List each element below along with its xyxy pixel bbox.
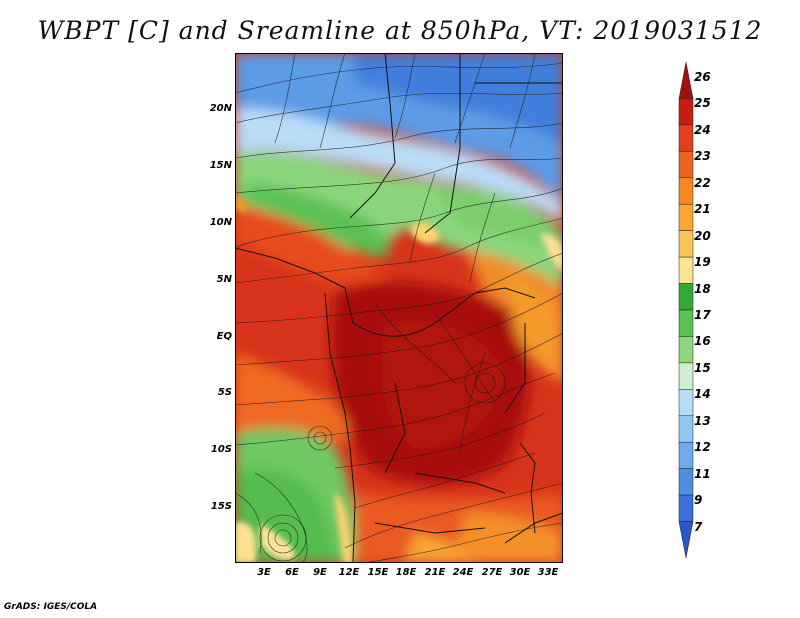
colorbar-label: 16: [694, 334, 711, 349]
colorbar-label: 11: [694, 466, 711, 481]
colorbar-label: 18: [694, 281, 711, 296]
colorbar-swatch: [678, 283, 694, 311]
colorbar-label: 15: [694, 360, 711, 375]
colorbar-swatch: [678, 98, 694, 126]
temperature-field: [235, 53, 563, 563]
lon-label-3e: 3E: [257, 567, 271, 578]
colorbar-label: 14: [694, 387, 711, 402]
streamlines: [235, 53, 563, 563]
lon-label-12e: 12E: [338, 567, 360, 578]
lon-label-30e: 30E: [509, 567, 531, 578]
colorbar-label: 25: [694, 96, 711, 111]
colorbar-swatch: [678, 521, 694, 559]
colorbar-swatch: [678, 177, 694, 205]
colorbar-label: 12: [694, 440, 711, 455]
colorbar-swatch: [678, 415, 694, 443]
lat-label-eq: EQ: [216, 331, 232, 342]
lat-label-5n: 5N: [216, 274, 232, 285]
colorbar-graphic: [678, 61, 694, 559]
colorbar: [674, 60, 704, 560]
colorbar-label: 22: [694, 175, 711, 190]
colorbar-swatch: [678, 230, 694, 258]
colorbar-swatch: [678, 256, 694, 284]
colorbar-label: 24: [694, 122, 711, 137]
colorbar-swatch: [678, 124, 694, 152]
colorbar-label: 21: [694, 202, 711, 217]
lon-label-6e: 6E: [285, 567, 299, 578]
colorbar-swatch: [678, 389, 694, 417]
colorbar-label: 19: [694, 255, 711, 270]
lon-label-27e: 27E: [481, 567, 503, 578]
lat-label-15s: 15S: [210, 501, 232, 512]
lon-label-21e: 21E: [424, 567, 446, 578]
colorbar-swatch: [678, 441, 694, 469]
lon-label-18e: 18E: [395, 567, 417, 578]
footer-credit: GrADS: IGES/COLA: [4, 602, 98, 612]
wbpt-map: [235, 53, 563, 563]
colorbar-label: 20: [694, 228, 711, 243]
lon-label-9e: 9E: [313, 567, 327, 578]
colorbar-label: 23: [694, 149, 711, 164]
lon-label-15e: 15E: [367, 567, 389, 578]
colorbar-label: 26: [694, 70, 711, 84]
colorbar-label: 9: [694, 493, 703, 508]
colorbar-label: 7: [694, 519, 703, 534]
colorbar-swatch: [678, 203, 694, 231]
colorbar-label: 13: [694, 413, 711, 428]
colorbar-swatch: [678, 61, 694, 99]
map-panel: [235, 53, 563, 563]
lon-label-33e: 33E: [537, 567, 559, 578]
lat-label-10s: 10S: [210, 444, 232, 455]
page-title: WBPT [C] and Sreamline at 850hPa, VT: 20…: [37, 16, 763, 45]
colorbar-swatch: [678, 362, 694, 390]
lat-label-5s: 5S: [217, 387, 232, 398]
colorbar-swatch: [678, 494, 694, 522]
country-borders: [235, 53, 563, 563]
lat-label-10n: 10N: [209, 217, 232, 228]
lon-label-24e: 24E: [452, 567, 474, 578]
lat-label-20n: 20N: [209, 103, 232, 114]
colorbar-swatch: [678, 151, 694, 179]
colorbar-swatch: [678, 468, 694, 496]
colorbar-swatch: [678, 336, 694, 364]
map-frame: [235, 53, 563, 563]
colorbar-label: 17: [694, 308, 711, 322]
colorbar-swatch: [678, 309, 694, 337]
lat-label-15n: 15N: [209, 160, 232, 171]
